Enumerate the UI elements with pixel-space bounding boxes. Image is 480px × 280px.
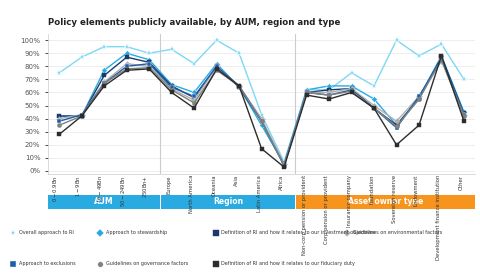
Text: Definition of RI and how it relates to our fiduciary duty: Definition of RI and how it relates to o… — [221, 261, 355, 266]
Text: Asia: Asia — [234, 175, 239, 186]
Text: $0-0.9$Bn: $0-0.9$Bn — [51, 175, 59, 202]
Bar — [161, 195, 295, 209]
Text: Other: Other — [459, 175, 464, 190]
Text: North America: North America — [189, 175, 194, 213]
Text: Approach to stewardship: Approach to stewardship — [106, 230, 167, 235]
Text: Approach to exclusions: Approach to exclusions — [19, 261, 75, 266]
Text: Oceania: Oceania — [212, 175, 216, 197]
Text: Endowment: Endowment — [414, 175, 419, 206]
Text: Guidelines on governance factors: Guidelines on governance factors — [106, 261, 188, 266]
Text: Policy elements publicly available, by AUM, region and type: Policy elements publicly available, by A… — [48, 18, 340, 27]
Text: Insurance company: Insurance company — [347, 175, 351, 227]
Text: $50-249$Bn: $50-249$Bn — [119, 175, 127, 207]
Text: $250$Bn+: $250$Bn+ — [141, 175, 149, 198]
Text: Asset owner type: Asset owner type — [348, 197, 423, 206]
Text: $10-49$Bn: $10-49$Bn — [96, 175, 104, 203]
Bar — [296, 195, 475, 209]
Text: Non-corp pension or provident: Non-corp pension or provident — [301, 175, 307, 255]
Text: Latin America: Latin America — [257, 175, 262, 212]
Text: Development finance institution: Development finance institution — [436, 175, 442, 260]
Text: Region: Region — [213, 197, 243, 206]
Text: AUM: AUM — [95, 197, 114, 206]
Bar — [48, 195, 160, 209]
Text: Europe: Europe — [167, 175, 172, 193]
Text: Africa: Africa — [279, 175, 284, 190]
Text: Definition of RI and how it relates to our investment objectives: Definition of RI and how it relates to o… — [221, 230, 375, 235]
Text: Foundation: Foundation — [369, 175, 374, 204]
Text: Sovereign reserve: Sovereign reserve — [392, 175, 396, 223]
Text: Corp pension or provident: Corp pension or provident — [324, 175, 329, 244]
Text: Guidelines on environmental factors: Guidelines on environmental factors — [353, 230, 442, 235]
Text: Overall approach to RI: Overall approach to RI — [19, 230, 74, 235]
Text: $1-9$Bn: $1-9$Bn — [74, 175, 82, 197]
